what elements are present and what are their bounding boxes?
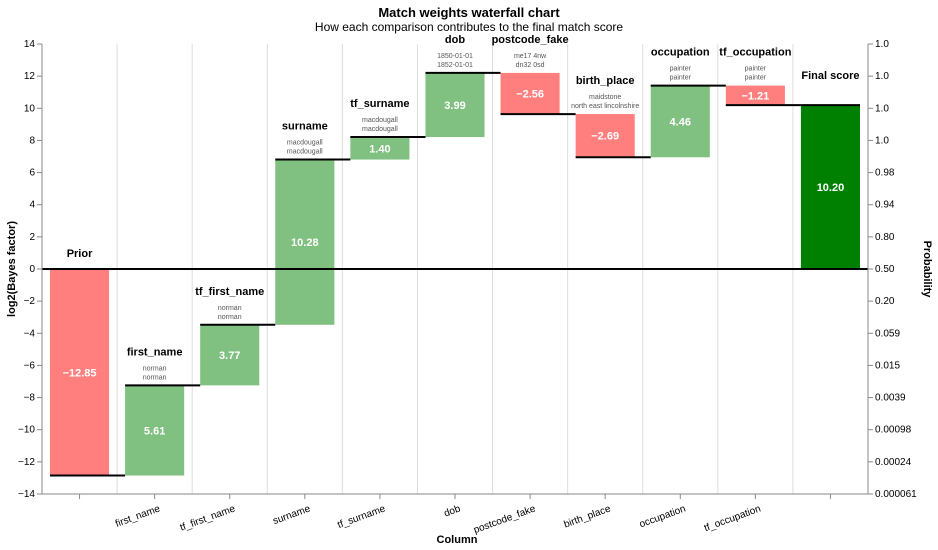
column-label: occupation bbox=[651, 47, 710, 59]
bar-value-label: −1.21 bbox=[741, 90, 769, 102]
y2-tick-label: 0.20 bbox=[875, 296, 895, 307]
bar-birth_place bbox=[575, 114, 635, 158]
bar-tf_first_name bbox=[200, 324, 260, 386]
compared-value: painter bbox=[745, 66, 767, 73]
bar-prior bbox=[50, 269, 110, 476]
compared-value: north east lincolnshire bbox=[571, 103, 639, 110]
y2-axis-title: Probability bbox=[921, 241, 933, 299]
x-tick-label: birth_place bbox=[562, 503, 612, 530]
y-tick-label: 0 bbox=[29, 264, 35, 275]
bar-value-label: 5.61 bbox=[144, 425, 165, 437]
chart-title: Match weights waterfall chart bbox=[378, 5, 560, 20]
y2-tick-label: 0.00024 bbox=[875, 457, 912, 468]
y2-tick-label: 0.015 bbox=[875, 360, 900, 371]
x-tick-label: tf_occupation bbox=[703, 503, 763, 534]
final-column-label: Final score bbox=[801, 70, 859, 82]
x-tick-label: postcode_fake bbox=[472, 503, 537, 536]
y-tick-label: −14 bbox=[18, 489, 35, 500]
bar-tf_occupation bbox=[725, 85, 785, 106]
x-axis-title: Column bbox=[437, 534, 478, 546]
compared-value: 1850-01-01 bbox=[437, 53, 473, 60]
y-tick-label: 4 bbox=[29, 200, 35, 211]
bar-value-label: 3.77 bbox=[219, 350, 240, 362]
labels-layer: −12.85Prior5.61first_namenormannorman3.7… bbox=[63, 34, 860, 438]
compared-value: macdougall bbox=[362, 117, 398, 124]
connectors-layer bbox=[50, 71, 860, 477]
column-label: Prior bbox=[67, 248, 93, 260]
compared-value: painter bbox=[670, 66, 692, 73]
y2-tick-label: 1.0 bbox=[875, 135, 889, 146]
y2-tick-label: 0.00098 bbox=[875, 425, 912, 436]
y-tick-label: 8 bbox=[29, 135, 35, 146]
y-tick-label: 12 bbox=[24, 71, 36, 82]
y-tick-label: 6 bbox=[29, 168, 35, 179]
bar-value-label: −12.85 bbox=[63, 367, 97, 379]
y2-tick-label: 1.0 bbox=[875, 103, 889, 114]
compared-value: norman bbox=[143, 365, 167, 372]
y-tick-label: −10 bbox=[18, 425, 35, 436]
bar-value-label: 4.46 bbox=[670, 116, 691, 128]
y2-tick-label: 0.98 bbox=[875, 168, 895, 179]
y2-tick-label: 1.0 bbox=[875, 71, 889, 82]
x-tick-label: first_name bbox=[114, 503, 162, 529]
bar-value-label: −2.69 bbox=[591, 131, 619, 143]
compared-value: maidstone bbox=[589, 94, 621, 101]
compared-value: painter bbox=[745, 75, 767, 82]
compared-value: norman bbox=[218, 305, 242, 312]
y-tick-label: 10 bbox=[24, 103, 36, 114]
x-tick-label: tf_first_name bbox=[179, 503, 237, 533]
compared-value: norman bbox=[143, 374, 167, 381]
y-tick-label: −4 bbox=[24, 328, 36, 339]
column-label: tf_occupation bbox=[719, 47, 791, 59]
y2-tick-label: 0.80 bbox=[875, 232, 895, 243]
bar-postcode_fake bbox=[500, 72, 560, 115]
compared-value: norman bbox=[218, 314, 242, 321]
y2-tick-label: 0.059 bbox=[875, 328, 900, 339]
compared-value: 1852-01-01 bbox=[437, 62, 473, 69]
y2-tick-label: 1.0 bbox=[875, 39, 889, 50]
compared-value: macdougall bbox=[287, 140, 323, 147]
x-tick-label: tf_surname bbox=[336, 503, 387, 531]
column-label: postcode_fake bbox=[492, 34, 569, 46]
y-axis-title: log2(Bayes factor) bbox=[6, 221, 18, 317]
column-label: tf_surname bbox=[350, 98, 409, 110]
y-tick-label: −12 bbox=[18, 457, 35, 468]
bar-value-label: 1.40 bbox=[369, 143, 390, 155]
y2-tick-label: 0.000061 bbox=[875, 489, 917, 500]
bar-first_name bbox=[125, 385, 185, 476]
y-tick-label: −2 bbox=[24, 296, 36, 307]
bar-value-label: 3.99 bbox=[444, 100, 465, 112]
y-tick-label: −8 bbox=[24, 393, 36, 404]
y2-tick-label: 0.50 bbox=[875, 264, 895, 275]
column-label: tf_first_name bbox=[195, 286, 264, 298]
compared-value: dn32 0sd bbox=[516, 62, 545, 69]
chart-subtitle: How each comparison contributes to the f… bbox=[315, 20, 623, 34]
column-label: surname bbox=[282, 121, 328, 133]
bar-surname bbox=[275, 159, 335, 325]
compared-value: me17 4nw bbox=[514, 53, 547, 60]
x-tick-label: occupation bbox=[638, 503, 687, 530]
bar-final-score bbox=[800, 105, 860, 269]
bars-layer bbox=[50, 72, 860, 476]
column-label: first_name bbox=[127, 346, 183, 358]
y-tick-label: 14 bbox=[24, 39, 36, 50]
column-label: dob bbox=[445, 34, 465, 46]
compared-value: macdougall bbox=[287, 149, 323, 156]
bar-dob bbox=[425, 72, 485, 138]
compared-value: painter bbox=[670, 75, 692, 82]
y-tick-label: −6 bbox=[24, 360, 36, 371]
y-tick-label: 2 bbox=[29, 232, 35, 243]
y2-tick-label: 0.0039 bbox=[875, 393, 906, 404]
y2-tick-label: 0.94 bbox=[875, 200, 895, 211]
compared-value: macdougall bbox=[362, 126, 398, 133]
final-value-label: 10.20 bbox=[817, 182, 845, 194]
x-tick-label: surname bbox=[272, 503, 313, 527]
bar-tf_surname bbox=[350, 137, 410, 160]
bar-value-label: 10.28 bbox=[291, 237, 319, 249]
x-tick-label: dob bbox=[443, 503, 463, 519]
column-label: birth_place bbox=[576, 75, 635, 87]
bar-occupation bbox=[650, 85, 710, 158]
bar-value-label: −2.56 bbox=[516, 89, 544, 101]
